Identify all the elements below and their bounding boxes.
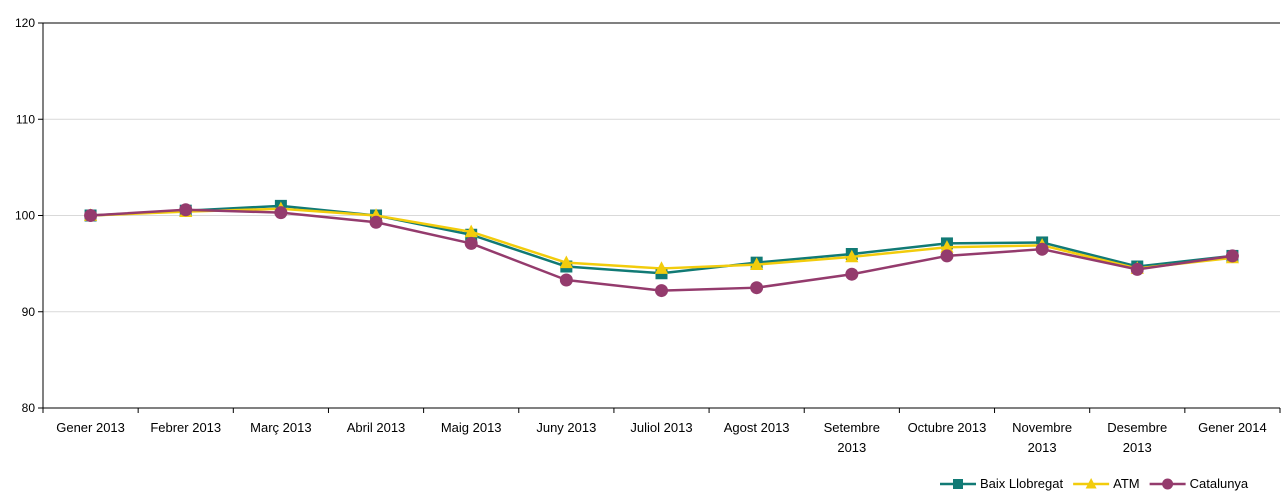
legend-label: ATM <box>1113 476 1139 491</box>
x-tick-label: Gener 2013 <box>56 420 125 435</box>
legend-label: Baix Llobregat <box>980 476 1063 491</box>
x-tick-label: Agost 2013 <box>724 420 790 435</box>
x-tick-label-line: 2013 <box>1123 440 1152 455</box>
circle-marker <box>274 206 288 220</box>
y-tick-label: 80 <box>22 401 36 415</box>
square-marker <box>953 479 963 489</box>
x-tick-label-line: Setembre <box>824 420 880 435</box>
x-axis-ticks: Gener 2013 Febrer 2013 Març 2013 Abril 2013… <box>42 408 1281 455</box>
triangle-marker <box>845 249 859 263</box>
x-tick-label: Juliol 2013 <box>630 420 692 435</box>
circle-marker <box>559 273 573 287</box>
x-tick-label-line: Juliol 2013 <box>630 420 692 435</box>
x-tick-label: Novembre 2013 <box>1012 420 1072 455</box>
circle-marker <box>940 249 954 263</box>
x-tick-label: Març 2013 <box>250 420 311 435</box>
circle-marker <box>845 267 859 281</box>
x-tick-label: Febrer 2013 <box>150 420 221 435</box>
x-tick-label: Gener 2014 <box>1198 420 1267 435</box>
circle-marker <box>84 209 98 222</box>
triangle-marker <box>654 261 669 274</box>
x-tick-label: Setembre 2013 <box>824 420 880 455</box>
x-tick-label: Octubre 2013 <box>908 420 987 435</box>
x-tick-label-line: Febrer 2013 <box>150 420 221 435</box>
legend-entry: Baix Llobregat <box>940 476 1063 491</box>
x-tick-label: Maig 2013 <box>441 420 502 435</box>
y-tick-label: 90 <box>22 305 36 319</box>
y-axis-ticks: 80 90 100 110 120 <box>15 16 43 415</box>
circle-marker <box>655 284 668 298</box>
triangle-marker <box>940 240 954 253</box>
x-tick-label-line: 2013 <box>1028 440 1057 455</box>
series-catalunya <box>84 203 1239 298</box>
x-tick-label: Desembre 2013 <box>1107 420 1167 455</box>
series-group <box>83 199 1240 298</box>
x-tick-label: Juny 2013 <box>536 420 596 435</box>
x-tick-label: Abril 2013 <box>347 420 406 435</box>
x-tick-label-line: Gener 2014 <box>1198 420 1267 435</box>
legend-entry: ATM <box>1073 476 1140 491</box>
circle-marker <box>179 203 193 217</box>
circle-marker <box>1035 242 1049 256</box>
x-tick-label-line: Desembre <box>1107 420 1167 435</box>
x-tick-label-line: Juny 2013 <box>536 420 596 435</box>
x-tick-label-line: Abril 2013 <box>347 420 406 435</box>
x-tick-label-line: Març 2013 <box>250 420 311 435</box>
triangle-marker <box>559 255 573 269</box>
legend-entry: Catalunya <box>1149 476 1249 491</box>
x-tick-label-line: Agost 2013 <box>724 420 790 435</box>
triangle-marker <box>750 257 764 270</box>
legend-label: Catalunya <box>1190 476 1249 491</box>
legend: Baix Llobregat ATM Catalunya <box>940 476 1249 491</box>
triangle-marker <box>1085 478 1097 489</box>
y-tick-label: 110 <box>16 112 35 126</box>
y-tick-label: 100 <box>15 209 35 223</box>
circle-marker <box>369 215 383 229</box>
gridlines <box>43 118 1280 313</box>
triangle-marker <box>464 224 478 238</box>
x-tick-label-line: Novembre <box>1012 420 1072 435</box>
circle-marker <box>1130 262 1144 276</box>
x-tick-label-line: Maig 2013 <box>441 420 502 435</box>
circle-marker <box>1162 478 1174 490</box>
x-tick-label-line: 2013 <box>837 440 866 455</box>
y-tick-label: 120 <box>15 16 35 30</box>
series-line <box>90 207 1233 270</box>
x-tick-label-line: Gener 2013 <box>56 420 125 435</box>
x-tick-label-line: Octubre 2013 <box>908 420 987 435</box>
circle-marker <box>1225 249 1239 263</box>
circle-marker <box>750 281 764 295</box>
circle-marker <box>464 236 478 250</box>
